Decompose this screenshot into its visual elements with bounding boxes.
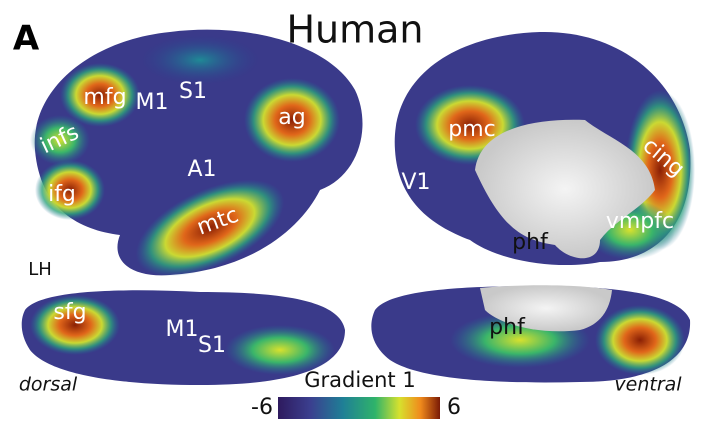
- hemisphere-label: LH: [28, 259, 52, 280]
- brain-surfaces: [22, 30, 695, 385]
- blob: [140, 35, 260, 85]
- region-label: V1: [401, 170, 430, 195]
- region-label: ag: [278, 105, 305, 130]
- region-label: A1: [187, 157, 216, 182]
- figure: A Human LH dorsal ventral Gradient 1 mfg…: [0, 0, 703, 426]
- view-label: dorsal: [19, 374, 78, 396]
- panel-label: A: [13, 19, 40, 59]
- region-label: mfg: [83, 85, 126, 110]
- colorbar-title: Gradient 1: [304, 368, 415, 392]
- colorbar: [278, 397, 440, 419]
- colorbar-tick-label: 6: [447, 395, 461, 420]
- blob: [595, 305, 685, 375]
- region-label: sfg: [53, 300, 86, 325]
- region-label: S1: [179, 79, 207, 104]
- region-label: vmpfc: [606, 209, 674, 234]
- region-label: pmc: [448, 117, 496, 142]
- view-label: ventral: [614, 374, 682, 396]
- region-label: M1: [166, 317, 199, 342]
- region-label: phf: [512, 230, 549, 255]
- region-label: ifg: [48, 182, 76, 207]
- colorbar-tick-label: -6: [251, 395, 273, 420]
- region-label: M1: [136, 90, 169, 115]
- region-label: phf: [489, 315, 526, 340]
- region-label: S1: [198, 333, 226, 358]
- title: Human: [286, 8, 423, 52]
